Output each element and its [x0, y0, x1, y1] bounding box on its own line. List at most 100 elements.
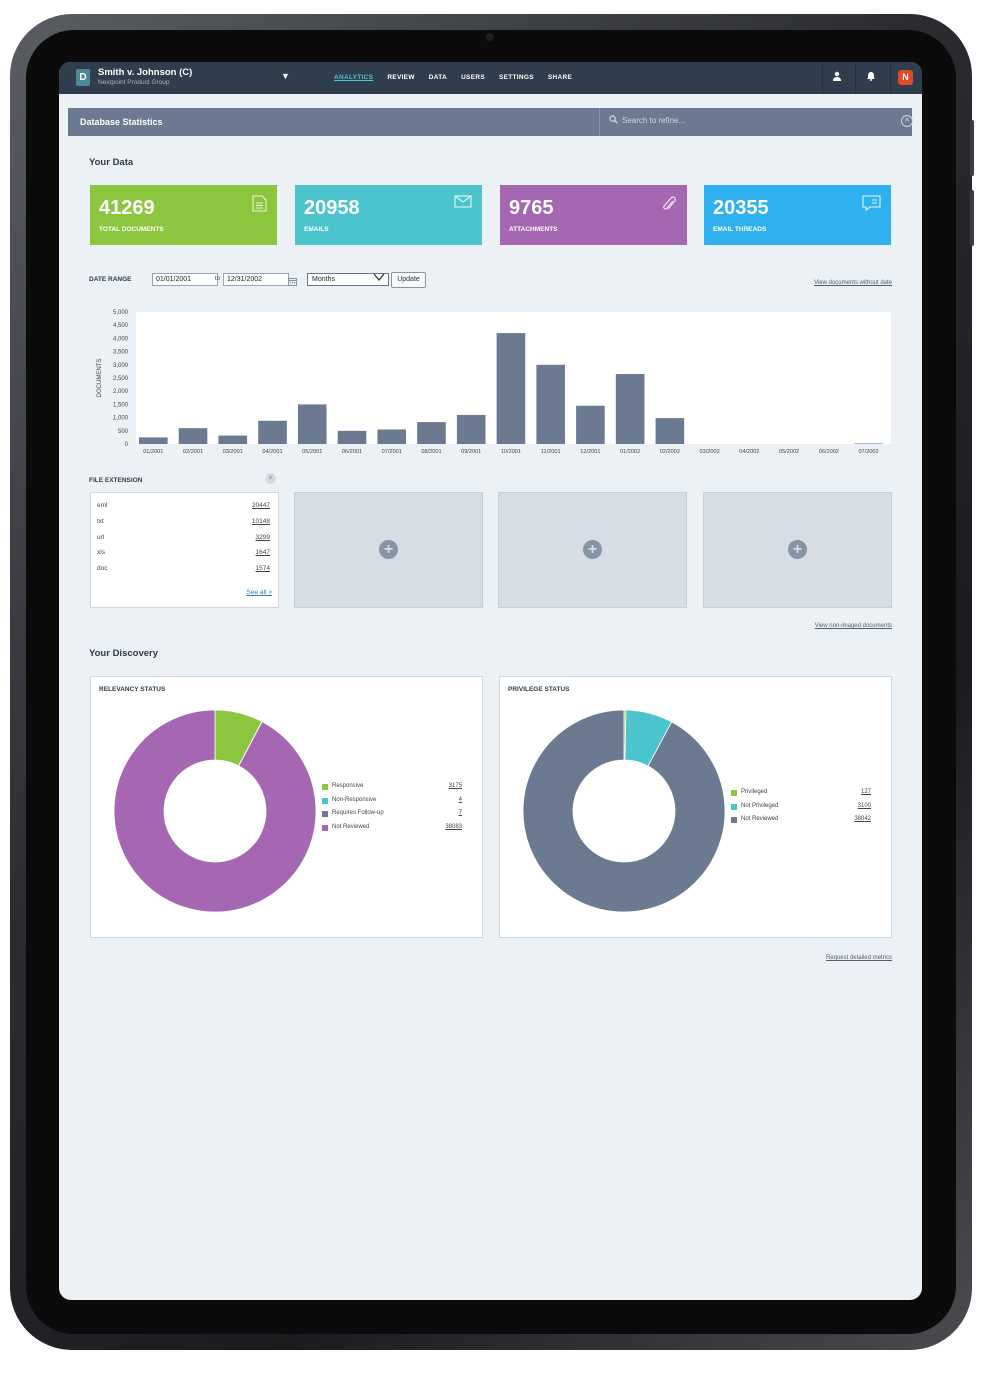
case-badge[interactable]: D [76, 69, 90, 86]
extension-count[interactable]: 3299 [255, 534, 270, 541]
extension-count[interactable]: 20447 [251, 502, 270, 509]
request-detailed-metrics-link[interactable]: Request detailed metrics [825, 955, 892, 961]
legend-value[interactable]: 38083 [445, 823, 462, 830]
donut-slice[interactable] [522, 709, 726, 913]
add-widget-card[interactable]: + [498, 492, 687, 608]
nextpoint-logo-icon[interactable]: N [898, 70, 913, 85]
legend-label: Not Reviewed [741, 816, 779, 822]
view-non-imaged-documents-link[interactable]: View non-imaged documents [814, 623, 892, 629]
list-item: url 3299 [97, 534, 270, 541]
chart-bar[interactable] [496, 333, 526, 444]
chart-bar[interactable] [337, 430, 367, 444]
stat-label: ATTACHMENTS [509, 226, 558, 233]
stat-label: EMAIL THREADS [713, 226, 767, 233]
chart-bar[interactable] [456, 414, 486, 444]
chart-bar[interactable] [377, 429, 407, 444]
user-icon[interactable] [827, 68, 847, 88]
date-to-input[interactable]: 12/31/2002 [223, 273, 289, 286]
x-tick-label: 07/2002 [858, 449, 878, 455]
x-tick-label: 09/2001 [461, 449, 481, 455]
plus-icon[interactable]: + [583, 540, 602, 559]
clear-search-icon[interactable]: ✕ [901, 115, 913, 127]
chart-bar[interactable] [218, 435, 248, 444]
nav-review[interactable]: REVIEW [387, 74, 415, 81]
legend-value[interactable]: 7 [458, 810, 462, 816]
paperclip-icon [661, 195, 677, 216]
extension-count[interactable]: 1574 [255, 565, 270, 572]
stat-total-documents[interactable]: 41269 TOTAL DOCUMENTS [90, 185, 277, 245]
case-title[interactable]: Smith v. Johnson (C) [98, 67, 193, 78]
stat-value: 20355 [713, 197, 769, 219]
chart-bar[interactable] [655, 418, 685, 444]
date-from-input[interactable]: 01/01/2001 [152, 273, 218, 286]
nav-divider [890, 62, 891, 94]
stat-label: EMAILS [304, 226, 329, 233]
chart-bar[interactable] [854, 443, 883, 444]
case-dropdown-icon[interactable]: ▼ [281, 71, 290, 81]
app-screen: D Smith v. Johnson (C) Nextpoint Product… [59, 62, 922, 1300]
bell-icon[interactable] [861, 68, 881, 88]
stat-value: 20958 [304, 197, 360, 219]
search-input[interactable] [622, 116, 882, 125]
chart-bar[interactable] [139, 437, 168, 444]
legend-value[interactable]: 38042 [854, 816, 871, 822]
bar-chart-svg: DOCUMENTS 0 500 1,000 1,500 2,000 2,500 3,000 3,… [97, 310, 891, 455]
close-icon[interactable]: ✕ [265, 473, 276, 484]
stat-label: TOTAL DOCUMENTS [99, 226, 164, 233]
chart-bar[interactable] [417, 422, 446, 444]
add-widget-card[interactable]: + [703, 492, 892, 608]
y-tick-label: 1,000 [113, 416, 129, 422]
camera-icon [486, 33, 494, 41]
extension-count[interactable]: 10148 [251, 518, 270, 525]
y-tick-label: 500 [118, 429, 129, 435]
nav-users[interactable]: USERS [461, 74, 485, 81]
chart-bar[interactable] [297, 404, 327, 444]
top-nav: D Smith v. Johnson (C) Nextpoint Product… [59, 62, 922, 94]
x-tick-label: 01/2002 [620, 449, 640, 455]
legend-row: Requires Follow-up 7 [322, 810, 462, 820]
stat-attachments[interactable]: 9765 ATTACHMENTS [500, 185, 687, 245]
legend-value[interactable]: 3175 [448, 783, 462, 789]
nav-share[interactable]: SHARE [547, 74, 573, 81]
donut-slice[interactable] [113, 709, 317, 913]
add-widget-card[interactable]: + [294, 492, 483, 608]
chart-bar[interactable] [576, 405, 605, 444]
update-button[interactable]: Update [391, 272, 426, 288]
relevancy-status-title: RELEVANCY STATUS [99, 686, 166, 693]
file-extension-card: eml 20447 txt 10148 url 3299 xls 1647 doc 157… [90, 492, 279, 608]
x-tick-label: 05/2002 [779, 449, 799, 455]
legend-value[interactable]: 3100 [857, 802, 871, 809]
legend-swatch [731, 817, 737, 823]
stat-emails[interactable]: 20958 EMAILS [295, 185, 482, 245]
view-documents-without-date-link[interactable]: View documents without date [814, 280, 892, 286]
x-tick-label: 03/2002 [700, 449, 720, 455]
granularity-select[interactable]: Months [307, 273, 389, 286]
nav-data[interactable]: DATA [428, 74, 448, 81]
your-discovery-title: Your Discovery [89, 648, 158, 659]
extension-count[interactable]: 1647 [255, 549, 270, 556]
extension-label: xls [97, 549, 105, 556]
legend-value[interactable]: 127 [860, 789, 871, 795]
legend-row: Not Privileged 3100 [731, 803, 871, 813]
stat-value: 41269 [99, 197, 155, 219]
extension-label: txt [97, 518, 104, 525]
chart-bar[interactable] [536, 364, 565, 444]
x-tick-label: 02/2001 [183, 449, 203, 455]
y-tick-label: 5,000 [113, 310, 129, 316]
plus-icon[interactable]: + [379, 540, 398, 559]
nav-links: ANALYTICS REVIEW DATA USERS SETTINGS SHA… [334, 74, 586, 81]
chart-bar[interactable] [258, 420, 287, 444]
legend-value[interactable]: 4 [458, 796, 462, 803]
see-all-link[interactable]: See all > [246, 589, 272, 596]
calendar-icon[interactable] [288, 273, 297, 291]
nav-settings[interactable]: SETTINGS [498, 74, 534, 81]
date-to-label: to [215, 276, 221, 282]
stat-email-threads[interactable]: 20355 EMAIL THREADS [704, 185, 891, 245]
chart-bar[interactable] [615, 374, 645, 444]
nav-analytics[interactable]: ANALYTICS [334, 74, 374, 81]
legend-row: Responsive 3175 [322, 783, 462, 793]
plus-icon[interactable]: + [788, 540, 807, 559]
legend-row: Not Reviewed 38042 [731, 816, 871, 826]
chart-bar[interactable] [178, 428, 208, 444]
envelope-icon [454, 195, 472, 211]
